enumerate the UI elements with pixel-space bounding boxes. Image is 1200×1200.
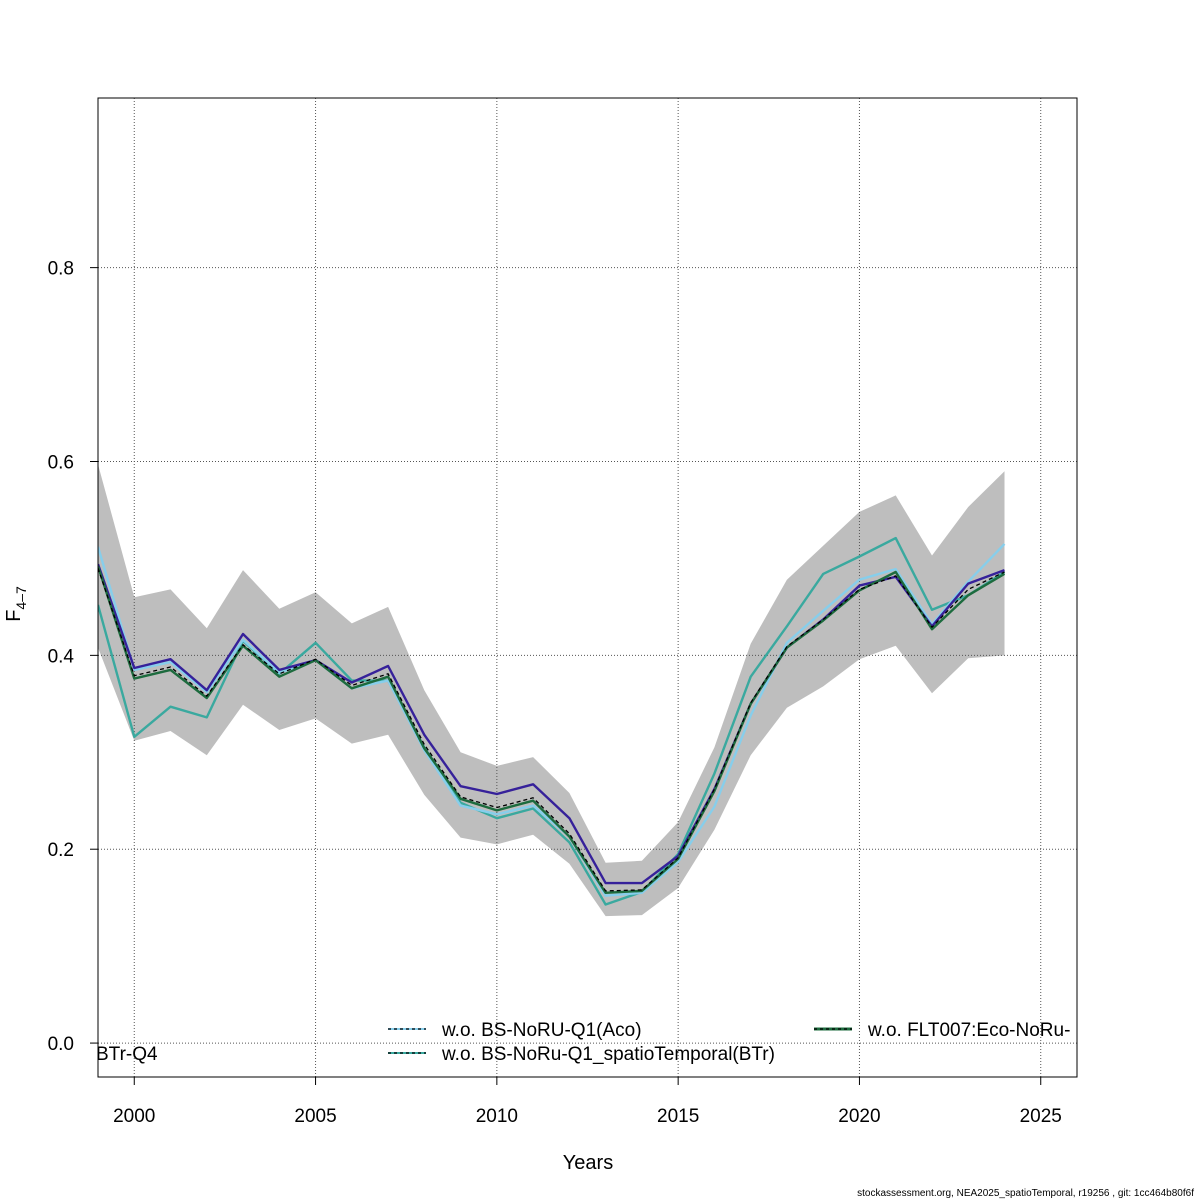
x-tick-label-2005: 2005 [294, 1106, 336, 1127]
x-tick-label-2010: 2010 [476, 1106, 518, 1127]
y-tick-label-4: 0.8 [48, 259, 74, 280]
y-tick-label-3: 0.6 [48, 452, 74, 473]
legend-label-flt007: w.o. FLT007:Eco-NoRu- [867, 1020, 1070, 1041]
series-line-2 [98, 563, 1005, 885]
legend-label-aco: w.o. BS-NoRU-Q1(Aco) [441, 1020, 642, 1041]
x-tick-label-2025: 2025 [1020, 1106, 1062, 1127]
confidence-band [98, 464, 1005, 917]
plot-frame [97, 97, 1078, 1078]
legend-label-btr: w.o. BS-NoRu-Q1_spatioTemporal(BTr) [441, 1044, 775, 1065]
series-line-1 [98, 543, 1006, 897]
y-tick-label-1: 0.2 [48, 840, 74, 861]
y-axis-title: F4–7 [3, 586, 29, 622]
series-line-4 [98, 567, 1005, 892]
y-tick-label-2: 0.4 [48, 646, 75, 667]
y-tick-label-0: 0.0 [48, 1034, 74, 1055]
footer-credit: stockassessment.org, NEA2025_spatioTempo… [857, 1188, 1194, 1199]
legend: BTr-Q4 w.o. BS-NoRU-Q1(Aco) w.o. BS-NoRu… [96, 1020, 1070, 1065]
x-tick-label-2015: 2015 [657, 1106, 699, 1127]
y-axis-title-group: F4–7 [3, 586, 29, 622]
x-tick-label-2000: 2000 [113, 1106, 155, 1127]
confidence-band-area [98, 464, 1005, 917]
legend-clipped-text: BTr-Q4 [96, 1044, 158, 1065]
x-tick-label-2020: 2020 [838, 1106, 880, 1127]
series-line-3 [98, 565, 1006, 894]
axes: 2000 2005 2010 2015 2020 2025 0.0 0.2 0.4 0.6 0.8 [48, 259, 1062, 1127]
x-axis-title: Years [563, 1152, 613, 1174]
series-lines [98, 536, 1006, 906]
